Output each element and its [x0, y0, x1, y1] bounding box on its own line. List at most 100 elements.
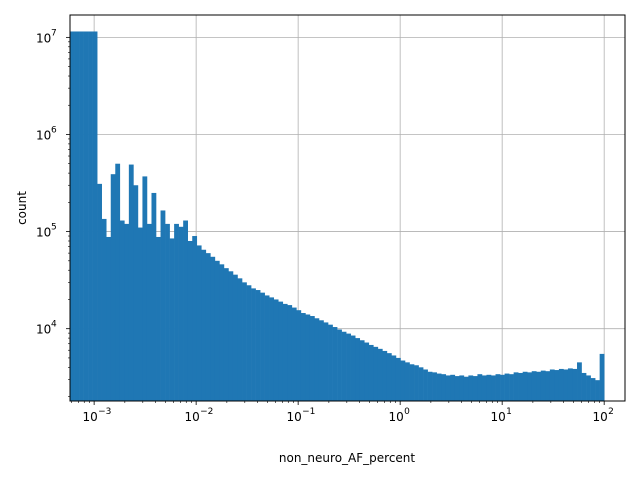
histogram-bar — [273, 299, 279, 401]
histogram-bar — [187, 240, 193, 401]
histogram-bar — [269, 297, 275, 401]
histogram-bar — [486, 374, 492, 401]
histogram-bar — [341, 331, 347, 401]
histogram-bar — [88, 31, 93, 401]
histogram-bar — [581, 372, 587, 401]
x-tick-exponent: 1 — [506, 407, 512, 417]
histogram-bar — [287, 305, 293, 401]
histogram-bar — [522, 371, 528, 401]
histogram-bar — [119, 220, 125, 401]
x-tick-exponent: −1 — [302, 407, 315, 417]
histogram-bar — [309, 316, 315, 401]
histogram-bar — [70, 31, 75, 401]
y-tick-label: 10 — [36, 31, 51, 45]
y-tick-exponent: 7 — [51, 28, 57, 38]
histogram-bar — [165, 223, 170, 401]
histogram-bar — [549, 369, 555, 401]
histogram-bar — [260, 292, 265, 401]
histogram-bar — [545, 371, 551, 401]
histogram-bar — [540, 370, 546, 401]
histogram-bar — [504, 373, 510, 401]
histogram-bar — [156, 236, 161, 401]
histogram-bar — [572, 368, 578, 401]
histogram-bar — [223, 268, 229, 401]
histogram-bar — [296, 310, 302, 401]
histogram-bar — [391, 355, 397, 401]
histogram-bar — [264, 295, 270, 401]
histogram-bar — [219, 264, 225, 401]
histogram-bar — [332, 327, 338, 401]
x-tick-label: 10 — [185, 410, 200, 424]
histogram-bar — [205, 253, 211, 401]
x-tick-label: 10 — [389, 410, 404, 424]
x-tick-label: 10 — [491, 410, 506, 424]
histogram-bar — [558, 368, 564, 401]
histogram-bar — [124, 223, 130, 401]
histogram-bar — [500, 374, 505, 401]
histogram-bar — [133, 185, 139, 401]
histogram-bar — [214, 260, 220, 401]
histogram-bar — [92, 31, 98, 401]
histogram-bar — [441, 374, 447, 401]
y-tick-label: 10 — [36, 128, 51, 142]
histogram-bar — [459, 375, 465, 401]
y-tick-exponent: 6 — [51, 125, 57, 135]
histogram-bar — [599, 353, 605, 401]
histogram-bar — [445, 375, 451, 401]
histogram-bar — [400, 360, 406, 401]
histogram-bar — [201, 249, 207, 401]
histogram-bar — [472, 376, 478, 401]
histogram-bar — [495, 374, 501, 401]
histogram-bar — [536, 371, 542, 401]
histogram-bar — [83, 31, 89, 401]
histogram-bar — [237, 278, 243, 401]
histogram-bar — [318, 320, 324, 401]
histogram-bar — [300, 313, 306, 401]
histogram-bar — [246, 285, 252, 401]
y-tick-label: 10 — [36, 226, 51, 240]
histogram-bar — [491, 375, 496, 401]
x-tick-exponent: 2 — [608, 407, 614, 417]
histogram-bar — [278, 301, 284, 401]
histogram-bar — [355, 338, 361, 401]
histogram-bar — [377, 348, 383, 401]
histogram-bar — [106, 236, 112, 401]
histogram-bar — [450, 374, 456, 401]
histogram-bar — [291, 307, 297, 401]
histogram-bar — [513, 372, 519, 401]
histogram-bar — [590, 378, 596, 401]
histogram-bar — [418, 367, 424, 401]
histogram-bar — [364, 342, 370, 401]
histogram-bar — [386, 353, 392, 401]
histogram-bar — [110, 174, 116, 401]
x-tick-label: 10 — [82, 410, 97, 424]
histogram-bar — [563, 369, 569, 401]
histogram-bar — [409, 364, 415, 401]
histogram-bar — [97, 183, 102, 401]
histogram-bar — [323, 322, 329, 401]
histogram-bar — [160, 210, 166, 401]
y-tick-exponent: 5 — [51, 223, 57, 233]
histogram-bar — [101, 218, 107, 401]
histogram-bar — [242, 282, 247, 401]
histogram-bar — [232, 274, 238, 401]
plot-frame — [69, 14, 626, 402]
y-axis-label: count — [15, 191, 29, 225]
x-tick-label: 10 — [593, 410, 608, 424]
histogram-bar — [314, 318, 320, 401]
histogram-bar — [463, 376, 469, 401]
histogram-bar — [251, 288, 256, 401]
histogram-bar — [518, 372, 523, 401]
histogram-bar — [382, 350, 388, 401]
y-tick-exponent: 4 — [51, 320, 57, 330]
histogram-bar — [554, 370, 560, 401]
histogram-bar — [395, 357, 401, 401]
histogram-bar — [328, 324, 333, 401]
histogram-bar — [282, 303, 288, 401]
histogram-bar — [346, 333, 351, 401]
histogram-bar — [146, 223, 152, 401]
histogram-bar — [115, 163, 121, 401]
y-tick-label: 10 — [36, 323, 51, 337]
